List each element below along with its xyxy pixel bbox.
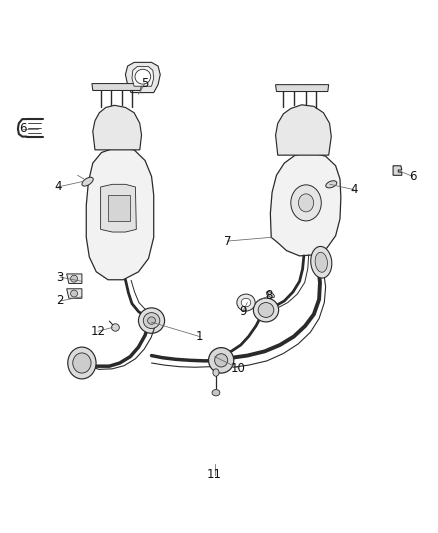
Ellipse shape: [71, 290, 78, 297]
Ellipse shape: [266, 292, 274, 298]
Polygon shape: [276, 105, 331, 155]
Ellipse shape: [326, 181, 337, 188]
Ellipse shape: [138, 308, 165, 333]
Ellipse shape: [208, 348, 234, 373]
Ellipse shape: [68, 347, 96, 379]
Polygon shape: [125, 62, 160, 93]
Text: 12: 12: [91, 325, 106, 338]
Text: 1: 1: [196, 330, 203, 343]
Polygon shape: [92, 84, 141, 91]
Ellipse shape: [82, 177, 93, 186]
Polygon shape: [270, 152, 341, 256]
Text: 5: 5: [141, 77, 148, 90]
Text: 4: 4: [350, 183, 358, 196]
Ellipse shape: [315, 252, 328, 272]
Polygon shape: [93, 106, 141, 150]
Ellipse shape: [241, 298, 251, 307]
Text: 4: 4: [54, 181, 62, 193]
Ellipse shape: [112, 324, 119, 331]
Ellipse shape: [311, 246, 332, 278]
Ellipse shape: [258, 303, 274, 317]
Text: 10: 10: [231, 362, 246, 375]
Polygon shape: [67, 274, 82, 284]
Ellipse shape: [135, 69, 151, 84]
Ellipse shape: [213, 369, 219, 376]
Ellipse shape: [298, 194, 314, 212]
Text: 2: 2: [57, 294, 64, 308]
Polygon shape: [86, 147, 154, 280]
Polygon shape: [101, 184, 136, 232]
Ellipse shape: [148, 317, 155, 324]
Polygon shape: [393, 166, 402, 175]
Ellipse shape: [237, 294, 255, 311]
Ellipse shape: [71, 275, 78, 282]
Polygon shape: [108, 195, 130, 221]
Ellipse shape: [253, 298, 279, 322]
Polygon shape: [276, 85, 328, 92]
Polygon shape: [132, 67, 154, 86]
Text: 11: 11: [207, 469, 222, 481]
Ellipse shape: [215, 354, 228, 367]
Text: 3: 3: [57, 271, 64, 284]
Text: 6: 6: [19, 122, 27, 135]
Text: 9: 9: [239, 305, 247, 318]
Ellipse shape: [143, 313, 160, 328]
Ellipse shape: [212, 390, 220, 396]
Text: 8: 8: [265, 289, 273, 302]
Polygon shape: [67, 289, 82, 298]
Ellipse shape: [73, 353, 91, 373]
Text: 6: 6: [409, 170, 417, 183]
Text: 7: 7: [224, 235, 231, 247]
Ellipse shape: [291, 185, 321, 221]
